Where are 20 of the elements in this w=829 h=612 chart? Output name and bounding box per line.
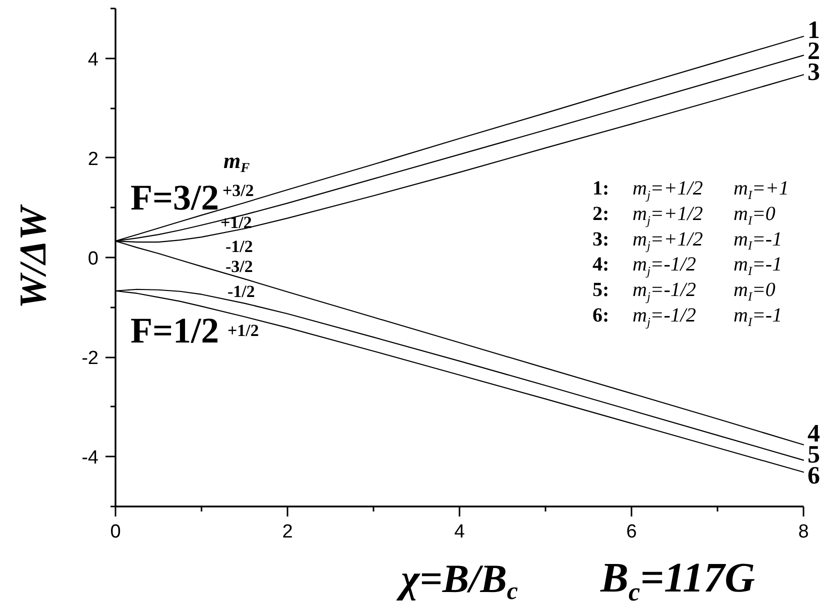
annotation: -3/2 (226, 257, 253, 276)
x-tick-label: 2 (282, 522, 293, 542)
y-tick-label: -4 (82, 448, 99, 469)
annotation: -1/2 (226, 237, 253, 256)
annotation: +3/2 (222, 181, 254, 200)
x-tick-label: 0 (110, 522, 121, 542)
y-axis-title: W/ΔW (12, 203, 55, 308)
annotation: -1/2 (228, 282, 255, 301)
series-label: 6 (808, 462, 820, 490)
y-tick-label: 4 (88, 49, 99, 70)
y-tick-label: 2 (88, 148, 99, 170)
x-tick-label: 8 (798, 522, 809, 542)
annotation: +1/2 (228, 321, 259, 340)
annotation: F=1/2 (130, 310, 220, 350)
y-tick-label: -2 (82, 348, 99, 370)
x-tick-label: 6 (626, 522, 637, 542)
y-tick-label: 0 (88, 248, 99, 270)
annotation: +1/2 (220, 213, 252, 232)
annotation: F=3/2 (130, 178, 220, 218)
x-tick-label: 4 (454, 522, 466, 542)
